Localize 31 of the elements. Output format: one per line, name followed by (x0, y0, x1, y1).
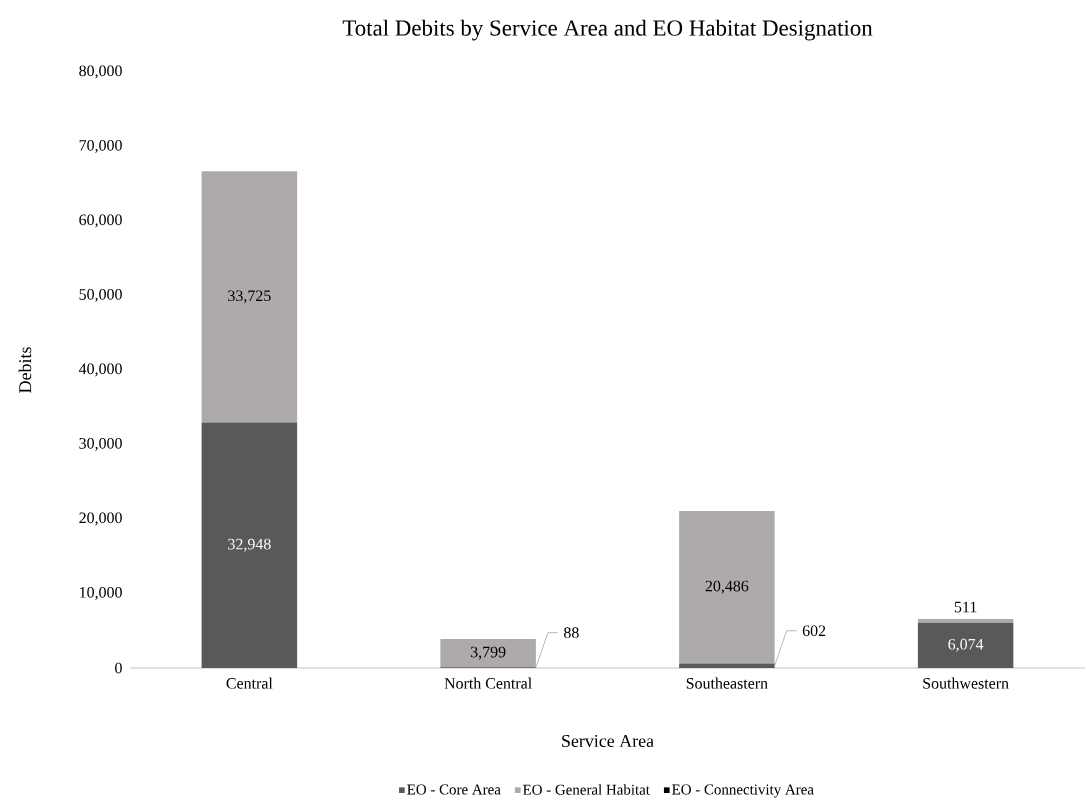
data-label: 511 (954, 601, 977, 613)
x-tick-label: Southwestern (923, 677, 1009, 689)
data-label: 6,074 (948, 638, 984, 652)
data-label: 602 (802, 625, 826, 637)
x-tick-label: Central (226, 677, 273, 689)
bar (917, 618, 1014, 623)
data-label: 88 (564, 627, 579, 639)
x-axis-title: Service Area (562, 734, 654, 748)
legend-label: EO - Connectivity Area (672, 784, 814, 798)
y-axis-title: Debits (18, 347, 32, 393)
y-tick-label: 0 (115, 662, 122, 674)
data-label: 32,948 (228, 538, 271, 552)
y-tick-label: 10,000 (80, 586, 122, 601)
legend-label: EO - Core Area (407, 784, 501, 795)
legend-label: EO - General Habitat (523, 784, 650, 795)
y-tick-label: 20,000 (79, 512, 122, 526)
y-tick-label: 70,000 (79, 139, 122, 154)
x-tick-label: North Central (444, 677, 532, 689)
bar (201, 171, 298, 423)
y-tick-label: 80,000 (79, 65, 122, 79)
data-label: 20,486 (705, 580, 749, 594)
data-label: 3,799 (470, 646, 506, 660)
y-tick-label: 30,000 (79, 437, 122, 452)
y-tick-label: 40,000 (78, 363, 122, 377)
x-tick-label: Southeastern (686, 677, 768, 689)
chart-title: Total Debits by Service Area and EO Habitat Designation (342, 19, 873, 41)
y-tick-label: 50,000 (79, 288, 122, 303)
data-label: 33,725 (228, 290, 271, 304)
bar (201, 422, 298, 668)
bar (917, 622, 1014, 668)
y-tick-label: 60,000 (79, 214, 122, 228)
